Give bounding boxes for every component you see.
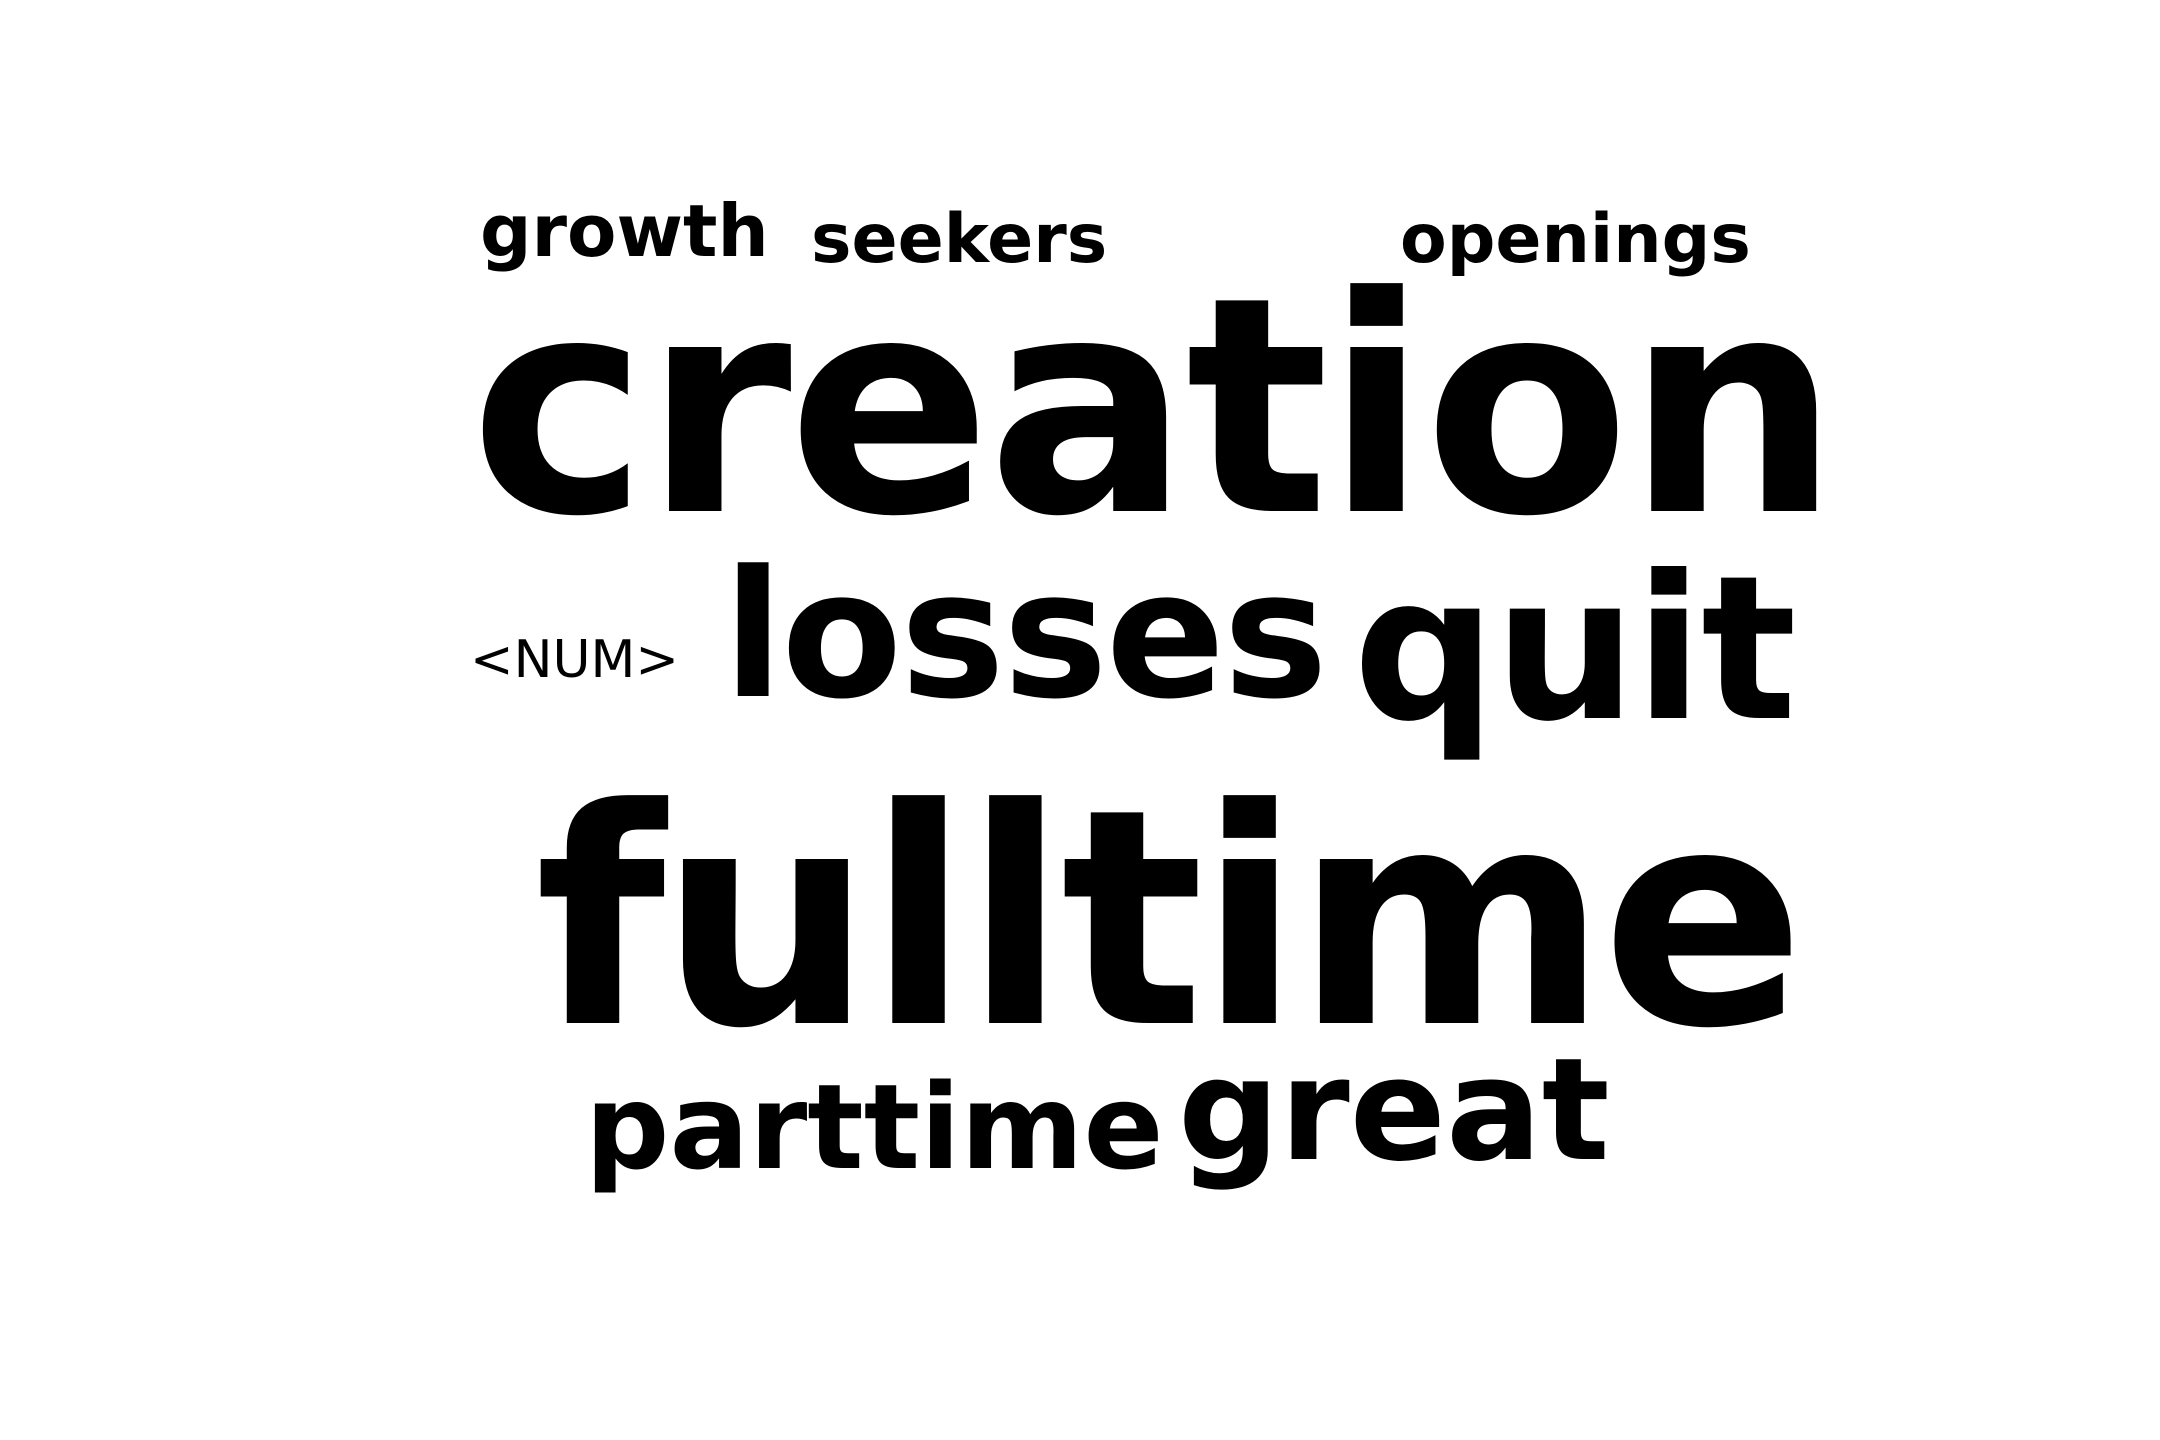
word-losses: losses xyxy=(723,533,1328,738)
word-growth: growth xyxy=(480,189,769,273)
word-creation: creation xyxy=(470,233,1840,582)
word-seekers: seekers xyxy=(811,200,1108,279)
word-great: great xyxy=(1178,1028,1610,1193)
word-num: <NUM> xyxy=(470,630,679,690)
word-openings: openings xyxy=(1400,200,1751,279)
word-fulltime: fulltime xyxy=(535,745,1805,1094)
word-quit: quit xyxy=(1353,533,1797,766)
word-parttime: parttime xyxy=(585,1058,1164,1196)
